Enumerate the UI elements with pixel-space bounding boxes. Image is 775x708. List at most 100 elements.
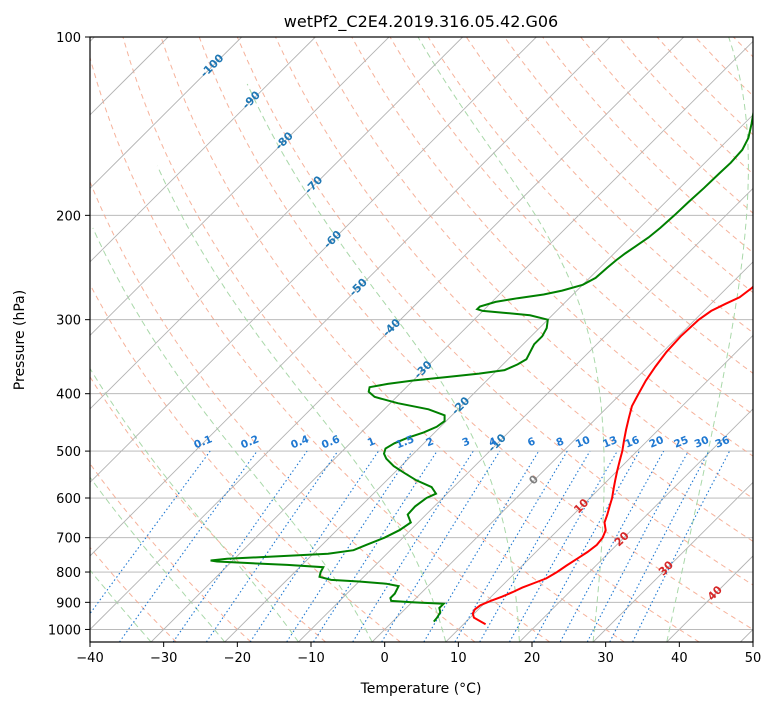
mixing-ratio-label: 0.4 [289,433,311,451]
x-tick-label: 30 [597,651,614,666]
moist-adiabat [666,37,749,642]
y-tick-label: 100 [56,31,81,46]
x-tick-label: −20 [224,651,251,666]
isotherm [298,187,753,642]
isotherm [90,37,243,190]
dewpoint-profile [210,88,753,623]
dry-adiabat [772,37,775,642]
isotherm-label: -100 [198,51,227,80]
mixing-ratio-label: 13 [601,434,619,451]
mixing-ratio-line [205,450,339,642]
sounding-profiles [210,88,753,626]
x-tick-label: 0 [381,651,389,666]
y-tick-label: 1000 [48,623,81,638]
isotherm [90,37,537,484]
y-axis-label: Pressure (hPa) [12,290,28,390]
dry-adiabat [427,37,753,374]
mixing-ratio-label: 8 [554,435,565,449]
x-tick-label: −10 [297,651,324,666]
mixing-ratio-line [559,450,665,642]
mixing-ratio-line [90,450,211,615]
isotherm [150,40,753,642]
isotherm [519,408,753,642]
isotherm [90,37,464,410]
dry-adiabat [198,37,753,630]
isotherm-label: 10 [571,496,591,516]
mixing-ratio-line [381,450,501,642]
y-tick-label: 700 [56,532,81,547]
moist-adiabat [417,37,605,642]
dry-adiabat [90,180,476,642]
x-axis-label: Temperature (°C) [360,681,482,697]
mixing-ratio-label: 0.6 [320,433,342,451]
moist-adiabat [92,227,373,642]
mixing-ratio-line [586,450,689,642]
mixing-ratio-line [509,450,618,642]
mixing-ratio-line [423,450,540,642]
isotherm [371,261,753,642]
y-axis-ticks: 100 200 300 400 500 600 700 800 900 1000 [48,31,90,638]
dry-adiabat [694,37,753,97]
isotherm [224,114,753,642]
x-tick-label: −40 [76,651,103,666]
x-tick-label: −30 [150,651,177,666]
mixing-ratio-label: 0.2 [239,433,261,451]
plot-area: -100-90-80-70-60-50-40-30-20-10010203040… [33,36,775,643]
mixing-ratio-line [286,450,413,642]
chart-title: wetPf2_C2E4.2019.316.05.42.G06 [284,12,558,32]
y-tick-label: 800 [56,566,81,581]
mixing-ratio-line [172,450,308,642]
mixing-ratio-label: 10 [574,434,592,451]
moist-adiabat [90,476,226,642]
moist-adiabat [246,83,520,642]
mixing-ratio-label: 4 [487,435,498,449]
dry-adiabat [389,37,753,416]
x-tick-label: 50 [745,651,762,666]
isotherm [666,555,753,642]
isotherm [90,37,611,557]
dry-adiabat [90,462,252,642]
x-tick-label: 40 [671,651,688,666]
isotherm-label: -70 [302,173,325,196]
dry-adiabat [90,546,177,642]
moist-adiabat [90,569,152,642]
background-lines [33,37,775,642]
plot-frame [89,36,754,643]
isotherm-label: -90 [240,88,263,111]
mixing-ratio-label: 2 [424,435,435,449]
dry-adiabat [236,37,753,586]
mixing-ratio-label: 6 [526,435,537,449]
isotherm-label: 0 [526,472,541,487]
mixing-ratio-label: 1 [366,435,377,449]
y-tick-label: 500 [56,445,81,460]
x-axis-ticks: −40 −30 −20 −10 0 10 20 30 40 50 [76,642,761,666]
dry-adiabat [313,37,753,500]
dry-adiabat [465,37,753,334]
isotherm-label: -20 [449,394,472,417]
dry-adiabat [122,37,625,642]
mixing-ratio-label: 25 [672,434,690,451]
y-tick-label: 400 [56,388,81,403]
isotherm-label: 40 [705,583,725,603]
y-tick-label: 200 [56,209,81,224]
mixing-ratio-label: 20 [648,434,666,451]
mixing-ratio-label: 16 [623,434,641,451]
dry-adiabat [351,37,753,457]
mixing-ratio-label: 36 [713,434,731,451]
isotherm-label: 20 [612,529,632,549]
isotherm [90,37,390,337]
dry-adiabat [90,55,550,642]
y-tick-label: 600 [56,492,81,507]
mixing-ratio-line [313,450,438,642]
mixing-ratio-label: 30 [693,434,711,451]
dry-adiabat [160,37,700,642]
isotherm [90,37,316,263]
isotherm [592,481,753,642]
x-tick-label: 10 [450,651,467,666]
reference-curve [33,37,68,642]
dry-adiabat [90,375,326,642]
isotherm-label: -60 [321,228,344,251]
mixing-ratio-line [533,450,640,642]
x-tick-label: 20 [524,651,541,666]
